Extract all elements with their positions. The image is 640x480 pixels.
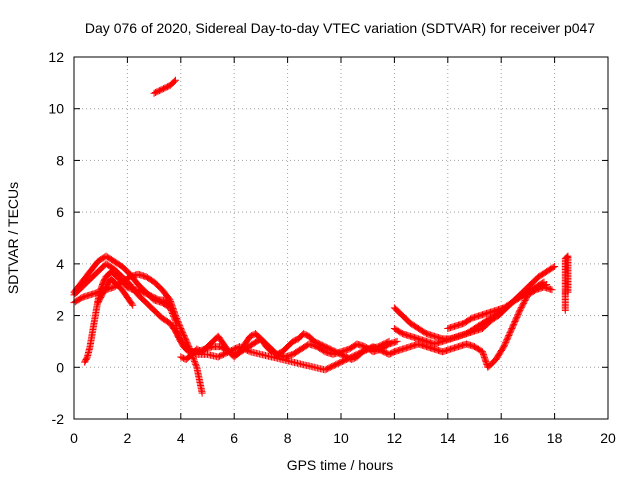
- y-tick-label: 12: [48, 49, 64, 65]
- y-tick-label: 10: [48, 101, 64, 117]
- grid: [74, 57, 608, 419]
- x-tick-label: 10: [333, 430, 349, 446]
- data-point: [189, 354, 197, 362]
- data-point: [192, 360, 200, 368]
- data-point: [190, 356, 198, 364]
- series-track-l: [561, 252, 572, 314]
- data-point: [173, 316, 181, 324]
- x-tick-label: 4: [177, 430, 185, 446]
- series-track-e: [94, 275, 137, 309]
- data-point: [165, 300, 173, 308]
- data-point: [129, 301, 137, 309]
- series-track-a: [70, 252, 401, 361]
- data-point: [245, 347, 253, 355]
- data-point: [548, 286, 556, 294]
- data-point: [191, 357, 199, 365]
- data-point: [170, 77, 178, 85]
- series-track-b: [70, 260, 393, 374]
- data-point: [128, 300, 136, 308]
- y-tick-label: 4: [56, 256, 64, 272]
- data-point: [166, 301, 174, 309]
- x-tick-label: 12: [387, 430, 403, 446]
- series-track-f: [150, 76, 179, 97]
- y-tick-label: 0: [56, 359, 64, 375]
- axis-ticks: 0 2 4 6 8 10 12 14 16 18 20 -2 0 2 4 6 8 10 12: [48, 49, 616, 446]
- x-tick-label: 0: [70, 430, 78, 446]
- y-tick-label: 8: [56, 152, 64, 168]
- x-tick-label: 14: [440, 430, 456, 446]
- data-point: [171, 76, 179, 84]
- data-point: [384, 338, 392, 346]
- data-point: [539, 279, 547, 287]
- data-point: [385, 337, 393, 345]
- series-track-k: [444, 278, 548, 332]
- data-point: [185, 343, 193, 351]
- data-point: [551, 262, 559, 270]
- data-point: [191, 359, 199, 367]
- data-point: [173, 314, 181, 322]
- data-point: [172, 313, 180, 321]
- data-point: [186, 346, 194, 354]
- y-tick-label: 2: [56, 308, 64, 324]
- data-point: [185, 344, 193, 352]
- data-point: [198, 389, 206, 397]
- chart-title: Day 076 of 2020, Sidereal Day-to-day VTE…: [85, 20, 595, 36]
- data-point: [549, 263, 557, 271]
- data-point: [174, 317, 182, 325]
- x-tick-label: 8: [284, 430, 292, 446]
- x-tick-label: 18: [547, 430, 563, 446]
- y-axis-title: SDTVAR / TECUs: [5, 182, 21, 294]
- data-point: [171, 312, 179, 320]
- data-point: [192, 362, 200, 370]
- data-points: [70, 76, 572, 397]
- series-track-d: [81, 268, 174, 366]
- y-tick-label: -2: [52, 411, 65, 427]
- y-tick-label: 6: [56, 204, 64, 220]
- x-tick-label: 6: [230, 430, 238, 446]
- x-axis-title: GPS time / hours: [287, 457, 394, 473]
- x-tick-label: 16: [493, 430, 509, 446]
- data-point: [184, 341, 192, 349]
- data-point: [564, 288, 572, 296]
- x-tick-label: 2: [124, 430, 132, 446]
- x-tick-label: 20: [600, 430, 616, 446]
- data-point: [176, 322, 184, 330]
- data-point: [175, 320, 183, 328]
- data-point: [393, 337, 401, 345]
- data-point: [174, 319, 182, 327]
- data-point: [540, 278, 548, 286]
